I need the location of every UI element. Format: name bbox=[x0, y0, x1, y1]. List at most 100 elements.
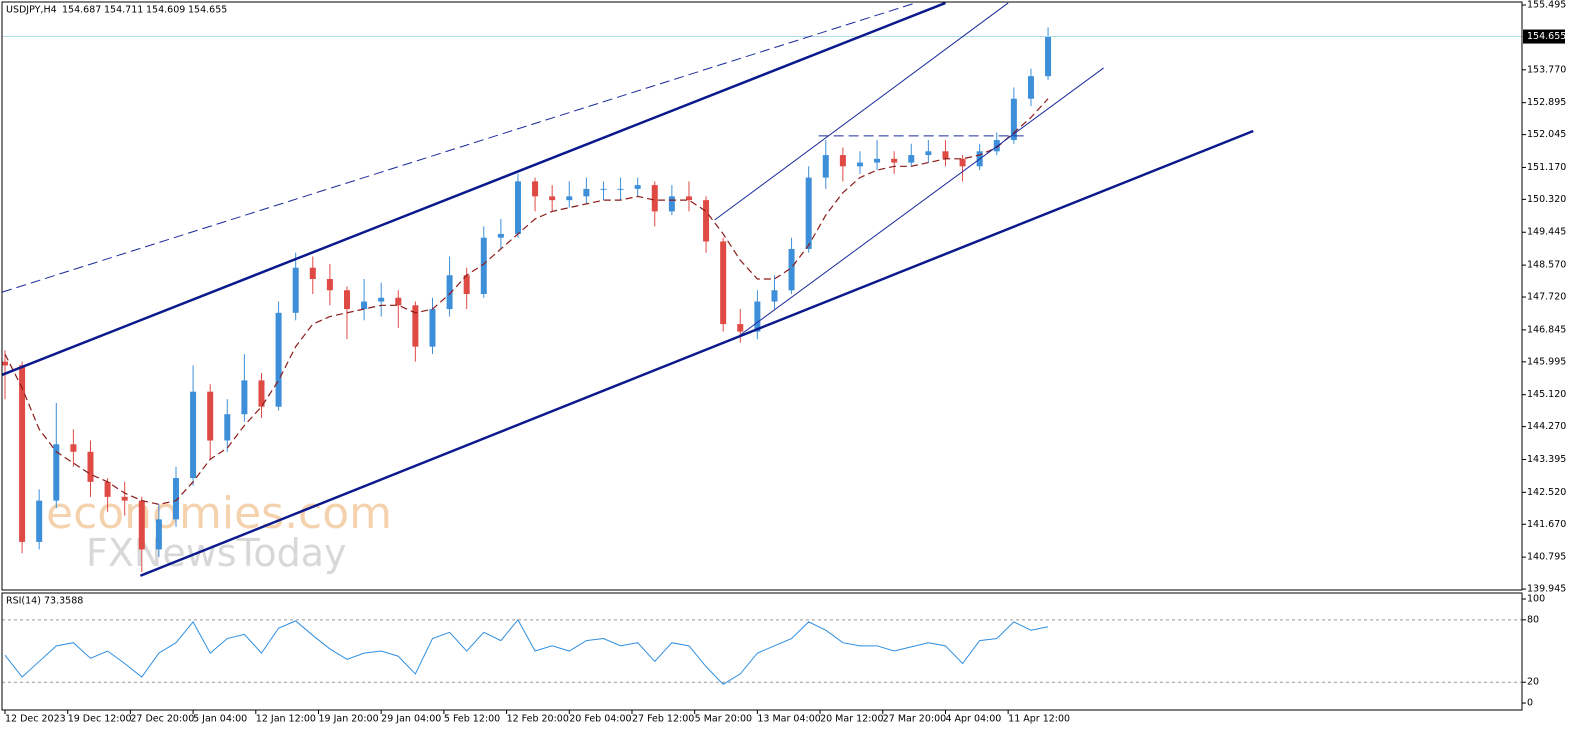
y-tick-label: 147.720 bbox=[1527, 292, 1566, 303]
candle-body bbox=[172, 478, 179, 520]
y-tick-label: 150.320 bbox=[1527, 194, 1566, 205]
y-tick-label: 149.445 bbox=[1527, 227, 1566, 238]
open: 154.687 bbox=[62, 5, 101, 16]
y-tick-label: 20 bbox=[1527, 677, 1539, 688]
candle-body bbox=[463, 275, 470, 295]
candle-body bbox=[121, 496, 128, 501]
candle-body bbox=[925, 151, 932, 156]
candle-body bbox=[549, 196, 556, 201]
low: 154.609 bbox=[146, 5, 185, 16]
y-tick-label: 100 bbox=[1527, 594, 1545, 605]
x-tick-label: 27 Mar 20:00 bbox=[883, 714, 946, 725]
candle-body bbox=[839, 155, 846, 167]
candle-body bbox=[207, 391, 214, 441]
x-tick-label: 27 Dec 20:00 bbox=[130, 714, 194, 725]
candle-body bbox=[429, 309, 436, 347]
candle-body bbox=[566, 196, 573, 201]
candle-body bbox=[190, 391, 197, 479]
candle-body bbox=[395, 297, 402, 306]
candle-body bbox=[532, 181, 539, 197]
candle-body bbox=[720, 241, 727, 325]
rsi-title: RSI(14) bbox=[6, 596, 41, 607]
candle-body bbox=[737, 324, 744, 332]
y-tick-label: 144.270 bbox=[1527, 421, 1566, 432]
y-tick-label: 148.570 bbox=[1527, 260, 1566, 271]
candle-body bbox=[480, 237, 487, 295]
candle-body bbox=[891, 158, 898, 163]
trend-line bbox=[139, 129, 1254, 577]
trend-line bbox=[714, 2, 1009, 221]
y-tick-label: 145.995 bbox=[1527, 356, 1566, 367]
price-plot bbox=[2, 2, 1522, 577]
candle-body bbox=[822, 155, 829, 178]
x-tick-label: 20 Feb 04:00 bbox=[569, 714, 631, 725]
y-tick-label: 155.495 bbox=[1527, 0, 1566, 11]
candle-body bbox=[361, 301, 368, 310]
candle-body bbox=[788, 248, 795, 291]
price-panel bbox=[1, 1, 1523, 591]
candle-body bbox=[326, 279, 333, 291]
x-tick-label: 5 Jan 04:00 bbox=[193, 714, 247, 725]
moving-average bbox=[4, 98, 1049, 505]
y-tick-label: 139.945 bbox=[1527, 584, 1566, 595]
candle-body bbox=[36, 500, 43, 542]
y-tick-label: 140.795 bbox=[1527, 552, 1566, 563]
watermark: economies.com bbox=[46, 488, 392, 539]
x-tick-label: 12 Jan 12:00 bbox=[256, 714, 316, 725]
rsi-line bbox=[4, 618, 1049, 685]
high: 154.711 bbox=[104, 5, 143, 16]
x-tick-label: 13 Mar 04:00 bbox=[757, 714, 820, 725]
candle-body bbox=[412, 305, 419, 347]
close: 154.655 bbox=[188, 5, 227, 16]
x-tick-label: 5 Mar 20:00 bbox=[695, 714, 752, 725]
candle-body bbox=[634, 185, 641, 189]
candle-body bbox=[258, 380, 265, 407]
candle-body bbox=[1027, 76, 1034, 99]
candle-body bbox=[617, 188, 624, 190]
current-price-tag bbox=[1523, 29, 1565, 44]
y-tick-label: 151.170 bbox=[1527, 162, 1566, 173]
candle-body bbox=[292, 267, 299, 313]
candle-body bbox=[583, 188, 590, 197]
trend-line bbox=[739, 67, 1104, 336]
candle-body bbox=[514, 181, 521, 234]
candle-body bbox=[703, 200, 710, 242]
candle-body bbox=[446, 275, 453, 310]
candle-body bbox=[754, 301, 761, 332]
trend-line bbox=[2, 2, 946, 376]
candle-body bbox=[959, 158, 966, 167]
x-tick-label: 29 Jan 04:00 bbox=[381, 714, 441, 725]
rsi-plot bbox=[2, 618, 1522, 685]
candle-body bbox=[343, 290, 350, 310]
candle-body bbox=[104, 481, 111, 497]
candle-body bbox=[87, 451, 94, 482]
candle-body bbox=[805, 177, 812, 249]
candle-body bbox=[2, 361, 8, 366]
y-tick-label: 141.670 bbox=[1527, 519, 1566, 530]
y-tick-label: 0 bbox=[1527, 698, 1533, 709]
candle-body bbox=[53, 444, 60, 501]
y-tick-label: 80 bbox=[1527, 614, 1539, 625]
y-tick-label: 153.770 bbox=[1527, 64, 1566, 75]
x-tick-label: 12 Dec 2023 bbox=[5, 714, 66, 725]
y-tick-label: 143.395 bbox=[1527, 454, 1566, 465]
candle-body bbox=[497, 233, 504, 238]
x-tick-label: 19 Dec 12:00 bbox=[68, 714, 132, 725]
candle-body bbox=[908, 155, 915, 163]
x-tick-label: 4 Apr 04:00 bbox=[945, 714, 1001, 725]
candle-body bbox=[856, 162, 863, 167]
candle-body bbox=[600, 188, 607, 190]
symbol: USDJPY,H4 bbox=[6, 5, 57, 16]
candle-body bbox=[19, 365, 26, 542]
x-tick-label: 19 Jan 20:00 bbox=[318, 714, 378, 725]
candle-body bbox=[993, 140, 1000, 152]
candle-body bbox=[874, 158, 881, 163]
current-price-label: 154.655 bbox=[1527, 31, 1566, 42]
candle-body bbox=[685, 196, 692, 201]
candle-body bbox=[241, 380, 248, 415]
candle-body bbox=[668, 196, 675, 212]
y-tick-label: 152.045 bbox=[1527, 129, 1566, 140]
